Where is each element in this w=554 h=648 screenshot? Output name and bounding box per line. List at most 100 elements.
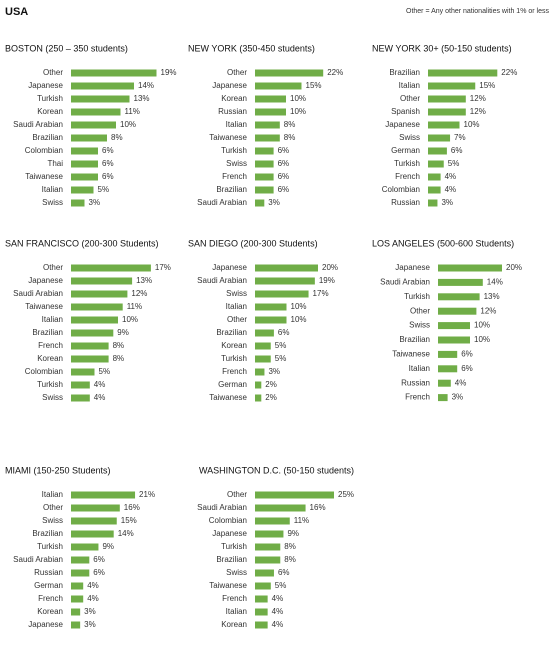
value-label: 12%: [131, 289, 147, 298]
bar: [255, 199, 265, 207]
category-label: Japanese: [28, 620, 63, 629]
bar: [255, 329, 274, 337]
bar: [255, 543, 281, 551]
bar: [438, 264, 502, 272]
value-label: 10%: [290, 107, 306, 116]
category-label: Turkish: [394, 159, 420, 168]
value-label: 3%: [84, 607, 96, 616]
bar: [71, 491, 136, 499]
category-label: Taiwanese: [209, 393, 247, 402]
category-label: Italian: [42, 185, 63, 194]
bar: [428, 199, 438, 207]
bar: [255, 290, 309, 298]
value-label: 15%: [479, 81, 495, 90]
category-label: Other: [43, 263, 63, 272]
bar: [255, 621, 268, 629]
bar: [71, 595, 84, 603]
bar: [71, 199, 85, 207]
category-label: Korean: [37, 354, 63, 363]
value-label: 10%: [120, 120, 136, 129]
category-label: Taiwanese: [392, 350, 430, 359]
value-label: 3%: [268, 198, 280, 207]
value-label: 8%: [113, 341, 125, 350]
value-label: 6%: [461, 350, 473, 359]
value-label: 4%: [445, 185, 457, 194]
bar: [255, 121, 280, 129]
bar: [255, 569, 274, 577]
value-label: 10%: [464, 120, 480, 129]
category-label: Swiss: [226, 159, 247, 168]
value-label: 20%: [506, 263, 522, 272]
category-label: Swiss: [226, 568, 247, 577]
category-label: Swiss: [409, 321, 430, 330]
value-label: 12%: [470, 107, 486, 116]
bar: [71, 543, 99, 551]
chart-title: BOSTON (250 – 350 students): [5, 43, 128, 53]
value-label: 25%: [338, 490, 354, 499]
value-label: 8%: [284, 555, 296, 564]
bar: [438, 350, 458, 358]
value-label: 10%: [122, 315, 138, 324]
category-label: Turkish: [221, 354, 247, 363]
value-label: 5%: [275, 341, 287, 350]
bar: [255, 82, 302, 90]
category-label: Italian: [399, 81, 420, 90]
value-label: 8%: [284, 120, 296, 129]
bar: [428, 121, 460, 129]
bar: [255, 277, 315, 285]
value-label: 21%: [139, 490, 155, 499]
category-label: Italian: [409, 364, 430, 373]
category-label: Korean: [221, 341, 247, 350]
value-label: 6%: [102, 146, 114, 155]
value-label: 6%: [278, 185, 290, 194]
category-label: Saudi Arabian: [197, 503, 247, 512]
category-label: Other: [400, 94, 420, 103]
bar: [71, 621, 81, 629]
category-label: Brazilian: [399, 335, 430, 344]
bar: [71, 394, 90, 402]
value-label: 4%: [445, 172, 457, 181]
value-label: 6%: [102, 159, 114, 168]
chart-title: SAN DIEGO (200-300 Students): [188, 238, 318, 248]
bar: [428, 69, 498, 77]
value-label: 13%: [134, 94, 150, 103]
bar: [71, 368, 95, 376]
category-label: Turkish: [37, 94, 63, 103]
bar: [71, 264, 151, 272]
category-label: Italian: [226, 120, 247, 129]
bar: [71, 173, 98, 181]
value-label: 6%: [93, 568, 105, 577]
category-label: Russian: [401, 378, 430, 387]
bar: [438, 379, 451, 387]
category-label: Russian: [218, 107, 247, 116]
bar: [255, 595, 268, 603]
value-label: 12%: [470, 94, 486, 103]
chart-title: LOS ANGELES (500-600 Students): [372, 238, 514, 248]
value-label: 11%: [294, 516, 309, 525]
value-label: 5%: [275, 354, 287, 363]
value-label: 6%: [278, 146, 290, 155]
value-label: 4%: [87, 594, 99, 603]
value-label: 8%: [284, 542, 296, 551]
category-label: Brazilian: [216, 328, 247, 337]
value-label: 10%: [291, 315, 307, 324]
category-label: French: [222, 367, 247, 376]
value-label: 4%: [455, 378, 467, 387]
category-label: Brazilian: [32, 133, 63, 142]
value-label: 15%: [306, 81, 322, 90]
bar: [428, 173, 441, 181]
bar: [255, 556, 281, 564]
category-label: Taiwanese: [25, 302, 63, 311]
bar: [438, 307, 477, 315]
category-label: Other: [227, 490, 247, 499]
category-label: Taiwanese: [25, 172, 63, 181]
chart-title: MIAMI (150-250 Students): [5, 465, 111, 475]
value-label: 6%: [451, 146, 463, 155]
bar: [428, 160, 444, 168]
category-label: Russian: [391, 198, 420, 207]
category-label: Saudi Arabian: [197, 276, 247, 285]
category-label: Brazilian: [32, 328, 63, 337]
bar: [255, 186, 274, 194]
bar: [255, 504, 306, 512]
category-label: French: [38, 594, 63, 603]
